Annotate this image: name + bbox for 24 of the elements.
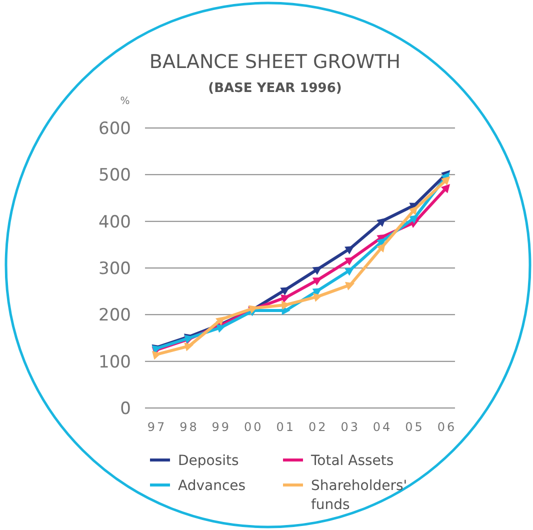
y-tick-label: 300	[98, 259, 131, 279]
x-tick-label: 05	[405, 420, 424, 434]
x-tick-label: 99	[212, 420, 232, 434]
y-tick-label: 600	[98, 119, 131, 139]
y-tick-label: 500	[98, 166, 131, 186]
x-tick-label: 98	[180, 420, 199, 434]
legend-label: Total Assets	[310, 453, 394, 469]
x-tick-label: 01	[276, 420, 296, 434]
legend-label: Advances	[178, 478, 246, 494]
y-tick-label: 400	[98, 212, 131, 232]
x-tick-label: 02	[308, 420, 328, 434]
x-tick-label: 97	[147, 420, 167, 434]
y-tick-label: 0	[120, 399, 131, 419]
x-tick-label: 06	[437, 420, 457, 434]
chart-subtitle: (BASE YEAR 1996)	[208, 81, 342, 96]
x-tick-label: 04	[372, 420, 392, 434]
x-tick-label: 03	[340, 420, 360, 434]
y-axis-title: %	[120, 96, 130, 107]
legend-label: Deposits	[178, 453, 239, 469]
chart-title: BALANCE SHEET GROWTH	[149, 51, 401, 73]
legend-label: Shareholders' funds	[311, 478, 408, 513]
y-tick-label: 200	[98, 306, 131, 326]
x-tick-label: 00	[244, 420, 264, 434]
y-tick-label: 100	[98, 352, 131, 372]
